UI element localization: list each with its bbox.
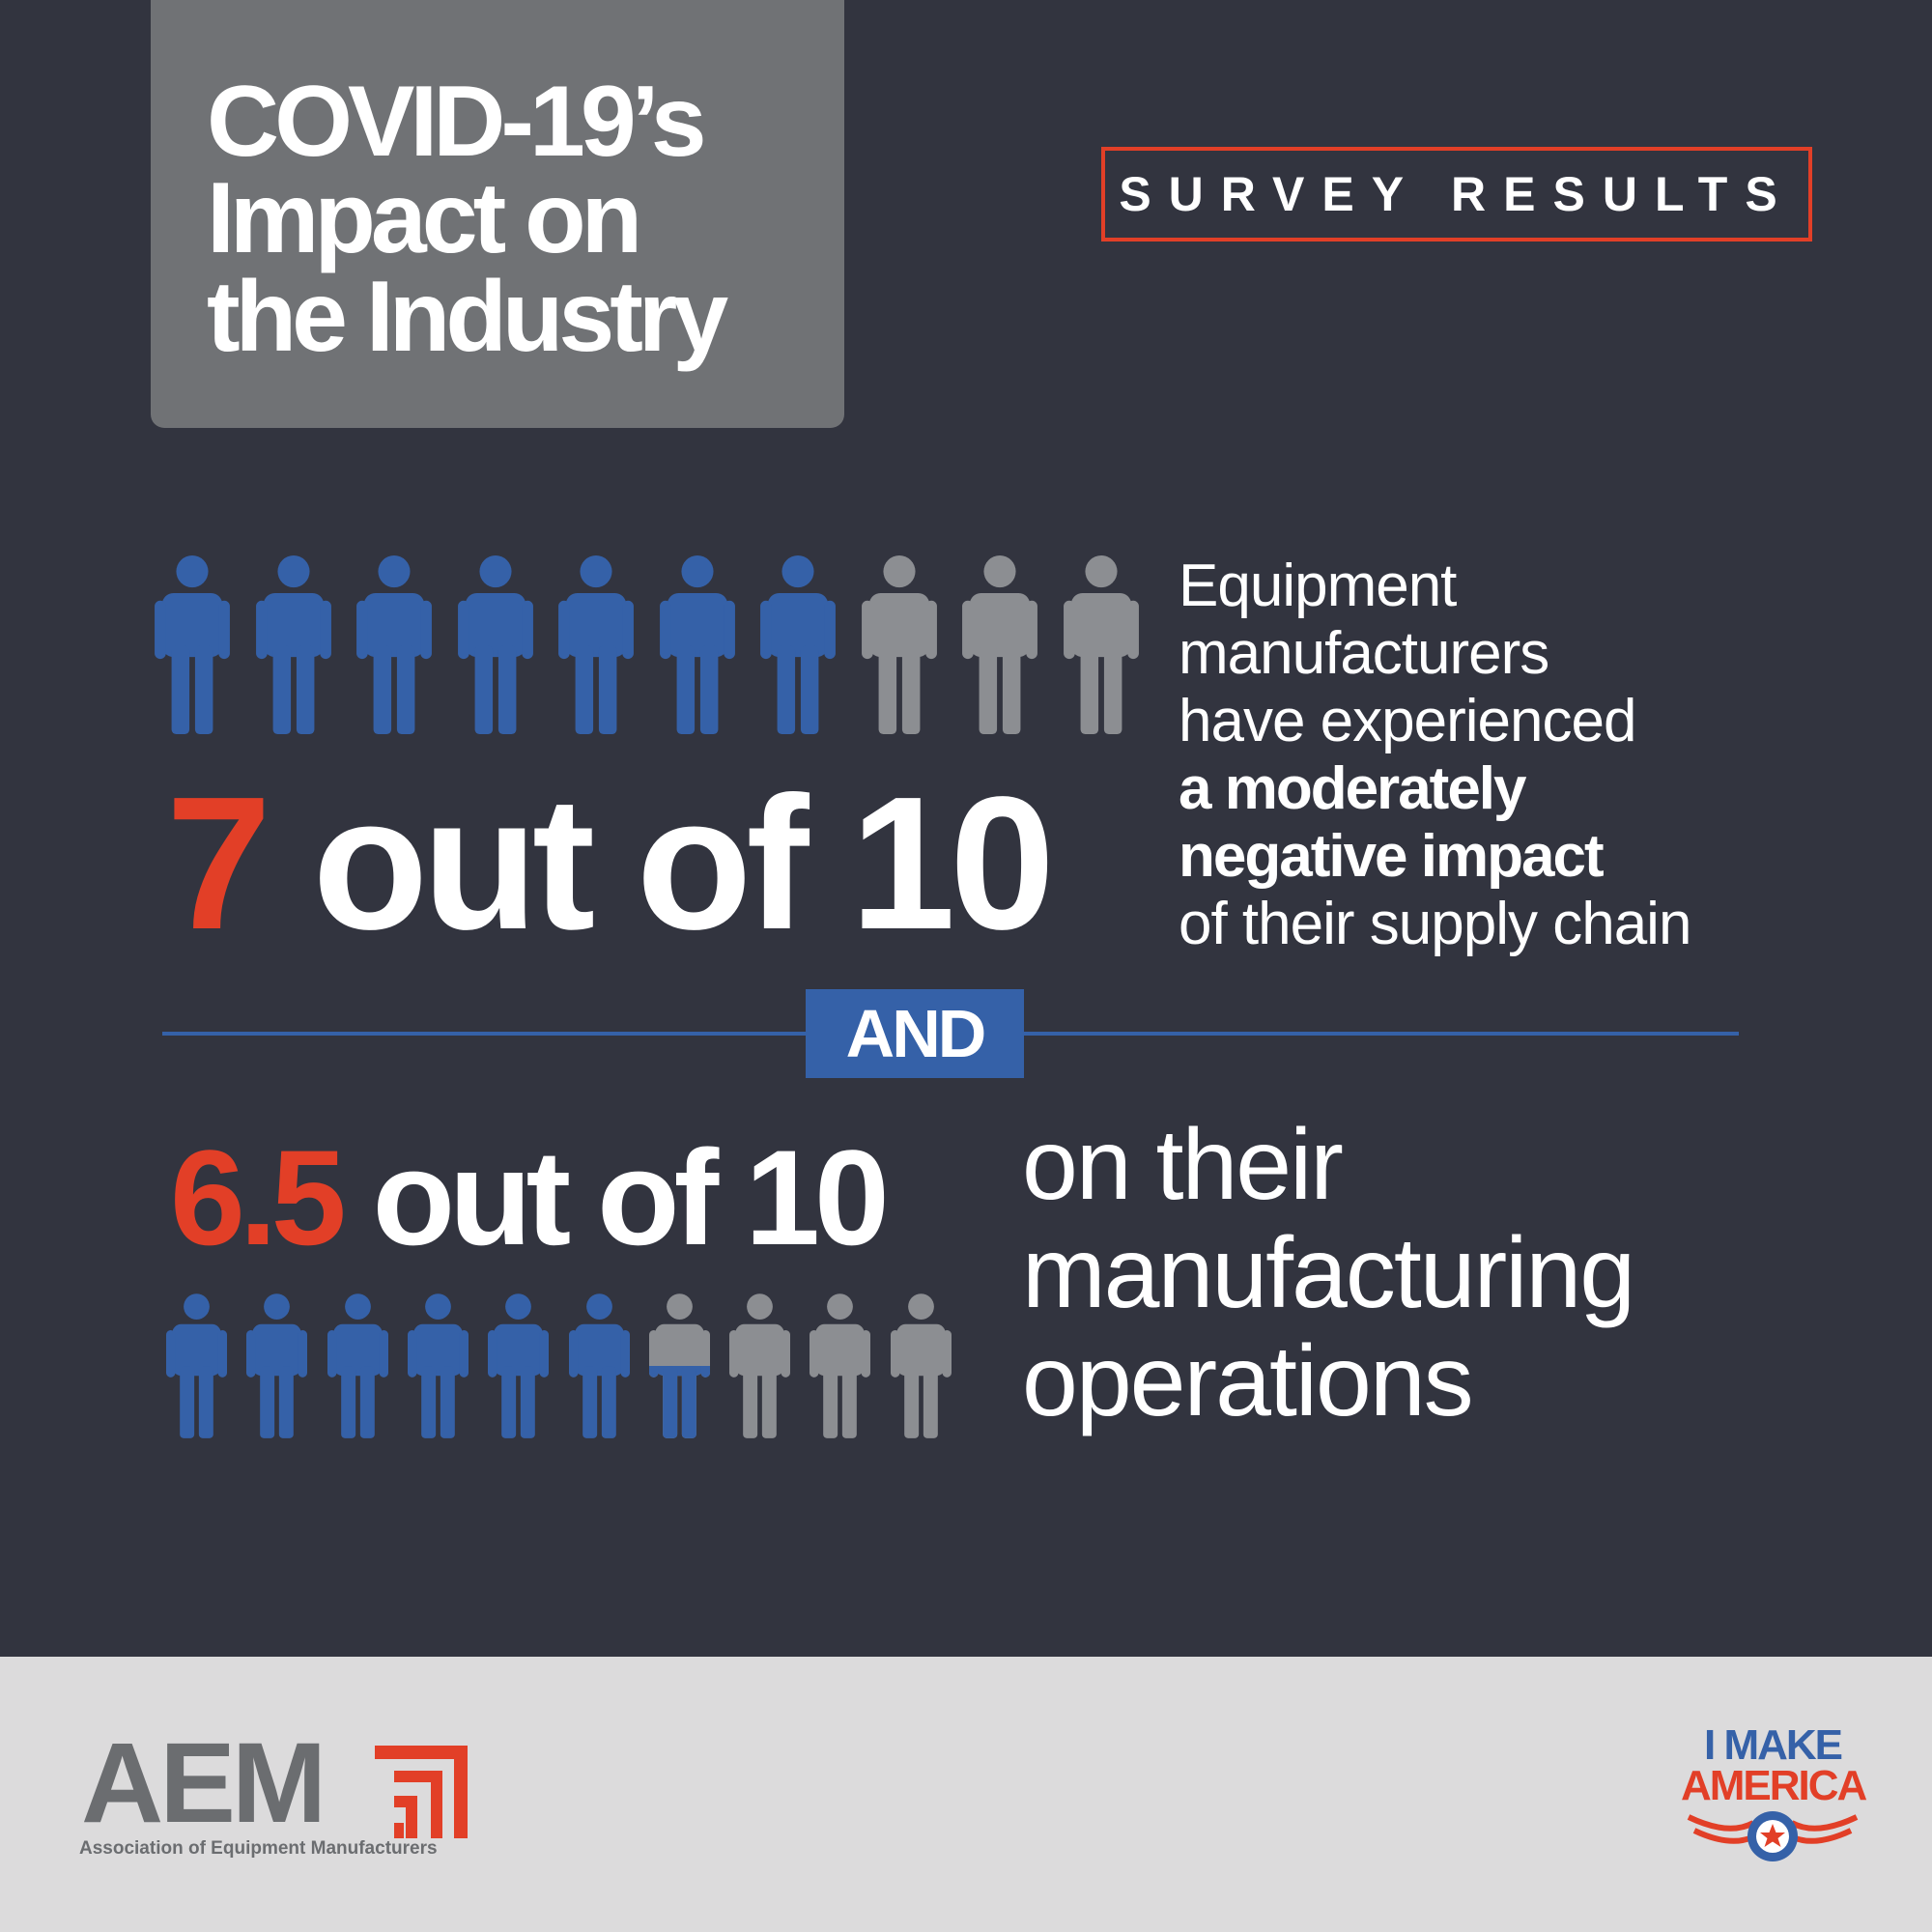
person-icon: [246, 1293, 308, 1438]
person-icon: [1063, 555, 1139, 734]
figure-1: [155, 555, 230, 739]
person-icon: [648, 1293, 710, 1438]
divider-line-left: [162, 1032, 810, 1036]
figure-5: [558, 555, 634, 739]
stat2-headline: 6.5 out of 10: [170, 1130, 890, 1265]
stat1-desc-last: of their supply chain: [1179, 891, 1691, 957]
figure-10: [1063, 555, 1139, 739]
person-icon: [729, 1293, 791, 1438]
person-icon: [457, 555, 533, 734]
stat2-highlight: 6.5: [170, 1122, 347, 1273]
footer: AEM Association of Equipment Manufacture…: [0, 1657, 1932, 1932]
figure-10: [890, 1293, 952, 1444]
figure-row-supply-chain: [155, 555, 1140, 734]
figure-7: [760, 555, 836, 739]
figure-5: [488, 1293, 550, 1444]
figure-8: [861, 555, 937, 739]
ima-line-2: AMERICA: [1681, 1762, 1867, 1809]
figure-9: [810, 1293, 871, 1444]
stat1-desc-line-2: manufacturers: [1179, 620, 1549, 687]
title-box: COVID-19’s Impact on the Industry: [151, 0, 844, 428]
person-icon: [890, 1293, 952, 1438]
title-line-1: COVID-19’s: [207, 66, 707, 178]
figure-7: [648, 1293, 710, 1444]
infographic-main: COVID-19’s Impact on the Industry SURVEY…: [151, 0, 1812, 1442]
figure-9: [962, 555, 1037, 739]
figure-6: [659, 555, 735, 739]
figure-2: [246, 1293, 308, 1444]
stat1-desc-bold-1: a moderately: [1179, 755, 1527, 822]
person-icon: [356, 555, 432, 734]
i-make-america-emblem: [1687, 1811, 1859, 1861]
figure-2: [255, 555, 331, 739]
person-icon: [166, 1293, 227, 1438]
stat1-description: Equipment manufacturers have experienced…: [1179, 553, 1691, 958]
person-icon: [659, 555, 735, 734]
person-icon: [255, 555, 331, 734]
title-line-2: Impact on: [207, 162, 642, 274]
stat2-desc-line-2: manufacturing: [1022, 1217, 1635, 1329]
figure-row-manufacturing: [166, 1293, 968, 1442]
aem-logo-text: AEM: [81, 1719, 327, 1847]
stat1-highlight: 7: [166, 757, 271, 969]
stat1-headline: 7 out of 10: [166, 769, 1055, 958]
stat1-desc-bold-2: negative impact: [1179, 823, 1605, 890]
person-icon: [861, 555, 937, 734]
divider-line-right: [1020, 1032, 1739, 1036]
person-icon: [327, 1293, 388, 1438]
stat1-desc-line-1: Equipment: [1179, 553, 1457, 619]
aem-tagline: Association of Equipment Manufacturers: [79, 1838, 438, 1859]
figure-6: [568, 1293, 630, 1444]
stat2-rest: out of 10: [372, 1122, 890, 1273]
survey-results-badge: SURVEY RESULTS: [1101, 147, 1812, 242]
person-icon: [568, 1293, 630, 1438]
figure-3: [356, 555, 432, 739]
stat2-desc-line-3: operations: [1022, 1325, 1474, 1437]
ima-line-1: I MAKE: [1704, 1721, 1843, 1769]
i-make-america-logo: I MAKE AMERICA: [1681, 1721, 1867, 1869]
figure-4: [407, 1293, 469, 1444]
title-line-3: the Industry: [207, 261, 728, 373]
person-icon: [962, 555, 1037, 734]
person-icon: [810, 1293, 871, 1438]
figure-3: [327, 1293, 388, 1444]
person-icon: [155, 555, 230, 734]
stat1-desc-line-3: have experienced: [1179, 688, 1636, 754]
person-icon: [488, 1293, 550, 1438]
person-icon: [760, 555, 836, 734]
figure-4: [457, 555, 533, 739]
person-icon: [407, 1293, 469, 1438]
stat2-desc-line-1: on their: [1022, 1109, 1344, 1221]
stat1-rest: out of 10: [312, 757, 1055, 969]
figure-1: [166, 1293, 227, 1444]
person-icon: [558, 555, 634, 734]
figure-8: [729, 1293, 791, 1444]
aem-logo-mark: [375, 1746, 468, 1838]
stat2-description: on their manufacturing operations: [1022, 1109, 1635, 1437]
and-divider-label: AND: [806, 989, 1024, 1078]
